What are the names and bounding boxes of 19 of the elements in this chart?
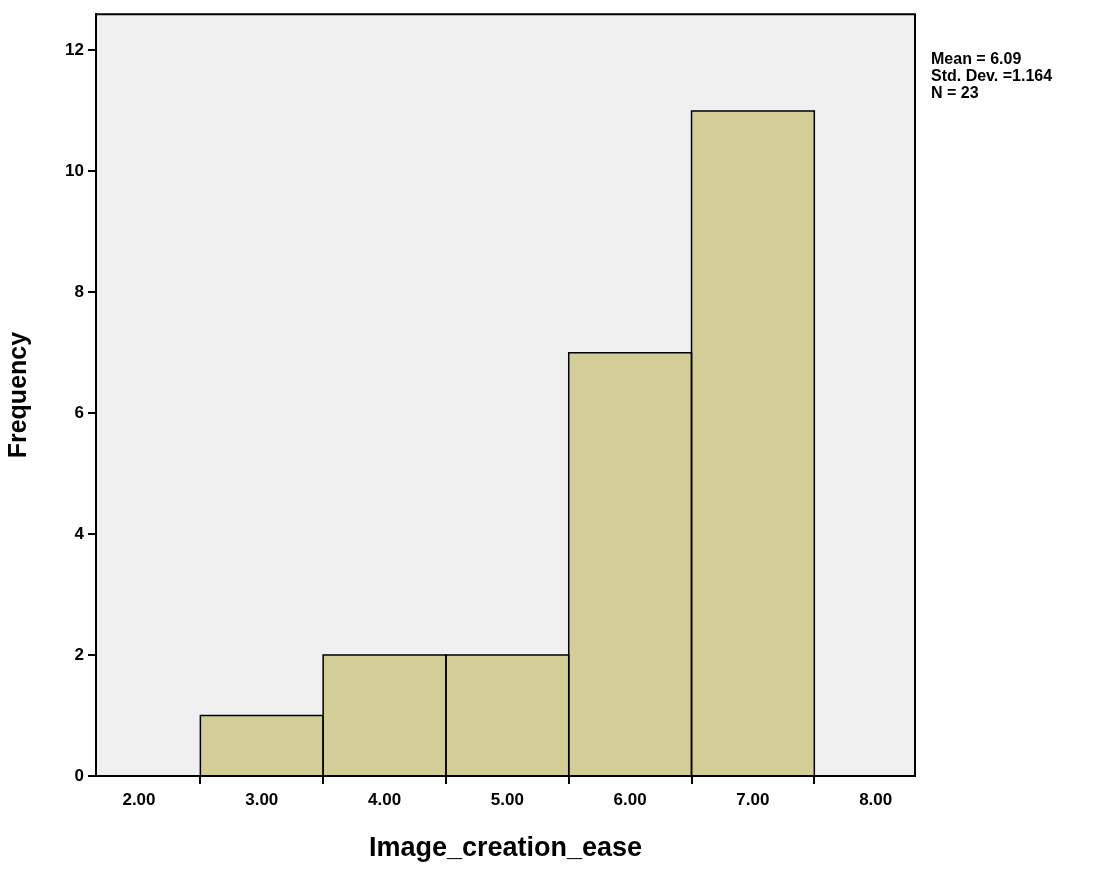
y-tick-label: 12 <box>65 40 84 60</box>
text: Std. Dev. =1.164 <box>931 67 1053 85</box>
x-tick-label: 8.00 <box>859 789 893 809</box>
y-axis-title: Frequency <box>2 331 31 459</box>
text: N = 23 <box>931 84 979 102</box>
y-tick-label: 6 <box>74 402 84 422</box>
x-tick-label: 7.00 <box>736 789 770 809</box>
x-tick-label: 3.00 <box>245 789 279 809</box>
y-tick-label: 0 <box>74 765 84 785</box>
y-tick-label: 2 <box>74 644 84 664</box>
text: Mean = 6.09 <box>931 50 1022 68</box>
y-tick-label: 10 <box>65 161 84 181</box>
x-tick-label: 2.00 <box>122 789 156 809</box>
x-tick-label: 4.00 <box>368 789 402 809</box>
x-tick-label: 5.00 <box>490 789 524 809</box>
x-axis-title: Image_creation_ease <box>368 832 643 863</box>
y-tick-label: 8 <box>74 282 84 301</box>
y-tick-label: 4 <box>74 523 85 543</box>
x-tick-label: 6.00 <box>613 789 647 809</box>
